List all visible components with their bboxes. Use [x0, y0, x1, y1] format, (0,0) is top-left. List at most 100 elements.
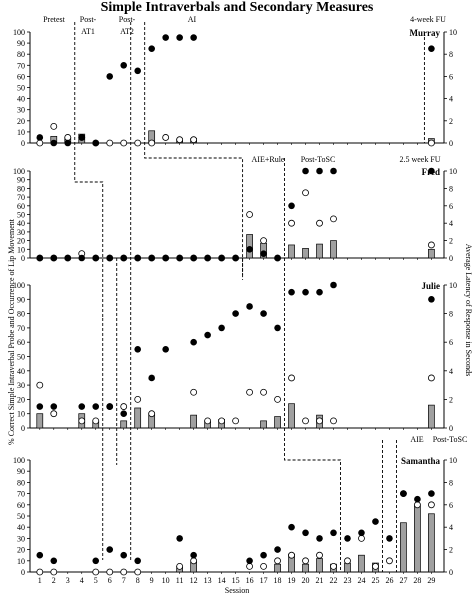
latency-point — [330, 215, 337, 223]
percent-correct-point — [400, 490, 407, 497]
latency-point — [302, 557, 309, 565]
x-tick-label: 25 — [371, 576, 379, 585]
percent-correct-point — [148, 374, 155, 382]
right-tick-label: 0 — [449, 139, 453, 148]
left-tick-label: 80 — [17, 310, 25, 319]
lip-movement-bar — [288, 403, 295, 429]
percent-correct-point — [372, 518, 379, 525]
latency-point — [36, 139, 44, 147]
phase-label: AT1 — [81, 27, 95, 36]
participant-label: Julie — [421, 281, 440, 291]
latency-point — [428, 374, 435, 382]
left-tick-label: 50 — [17, 211, 25, 220]
right-tick-label: 6 — [449, 202, 453, 211]
percent-correct-point — [260, 551, 267, 559]
right-tick-label: 10 — [449, 281, 457, 290]
percent-correct-point — [428, 490, 435, 497]
x-tick-label: 29 — [427, 576, 435, 585]
percent-correct-point — [274, 254, 281, 262]
x-tick-label: 17 — [260, 576, 268, 585]
latency-point — [274, 395, 281, 403]
left-tick-label: 50 — [17, 512, 25, 521]
latency-point — [106, 139, 114, 147]
lip-movement-bar — [344, 562, 351, 573]
latency-point — [386, 557, 393, 565]
percent-correct-point — [232, 254, 239, 262]
percent-correct-point — [78, 254, 86, 262]
right-tick-label: 0 — [449, 424, 453, 433]
percent-correct-point — [134, 557, 141, 565]
lip-movement-bar — [134, 407, 142, 429]
left-tick-label: 100 — [13, 456, 25, 465]
left-tick-label: 20 — [17, 117, 25, 126]
latency-point — [50, 410, 58, 418]
right-tick-label: 4 — [449, 523, 453, 532]
left-tick-label: 30 — [17, 534, 25, 543]
panel-murray: 0 10 20 30 40 50 60 70 80 90 100 0 2 4 6 8 10 Murray Prete… — [13, 15, 457, 148]
left-tick-label: 80 — [17, 478, 25, 487]
left-tick-label: 10 — [17, 128, 25, 137]
percent-correct-point — [176, 535, 183, 542]
latency-point — [176, 563, 184, 570]
x-tick-label: 12 — [190, 576, 198, 585]
percent-correct-point — [302, 167, 309, 175]
phase-label: Post- — [119, 15, 136, 24]
lip-movement-bar — [190, 414, 197, 429]
percent-correct-point — [246, 303, 253, 310]
latency-point — [134, 568, 142, 576]
percent-correct-point — [246, 557, 253, 565]
lip-movement-bar — [120, 420, 128, 429]
chart-title: Simple Intraverbals and Secondary Measur… — [100, 0, 374, 15]
x-tick-label: 5 — [94, 576, 98, 585]
right-tick-label: 8 — [449, 184, 453, 193]
left-tick-label: 60 — [17, 202, 25, 211]
phase-line-at1 — [74, 22, 104, 318]
lip-movement-bar — [288, 244, 295, 259]
y-axis-label-left: % Correct Simple Intraverbal Probe and O… — [7, 218, 16, 445]
latency-point — [120, 139, 128, 147]
lip-movement-bar — [414, 505, 421, 573]
percent-correct-point — [330, 529, 337, 537]
percent-correct-point — [50, 557, 58, 565]
x-tick-label: 20 — [302, 576, 310, 585]
percent-correct-point — [176, 254, 183, 262]
percent-correct-point — [274, 324, 281, 332]
lip-movement-bar — [302, 563, 309, 573]
percent-correct-point — [358, 529, 365, 537]
x-tick-label: 15 — [232, 576, 240, 585]
latency-point — [92, 568, 100, 576]
left-tick-label: 40 — [17, 219, 25, 228]
percent-correct-point — [106, 546, 114, 553]
x-tick-label: 24 — [357, 576, 365, 585]
latency-point — [330, 417, 337, 425]
latency-point — [302, 417, 309, 425]
percent-correct-point — [64, 254, 72, 262]
percent-correct-point — [260, 250, 267, 257]
percent-correct-point — [50, 254, 58, 262]
latency-point — [134, 139, 142, 147]
latency-point — [302, 189, 309, 197]
left-tick-label: 10 — [17, 245, 25, 254]
right-tick-label: 10 — [449, 28, 457, 37]
latency-point — [64, 134, 72, 141]
lip-movement-bar — [428, 404, 435, 429]
right-tick-label: 8 — [449, 310, 453, 319]
left-tick-label: 40 — [17, 367, 25, 376]
percent-correct-point — [386, 535, 393, 542]
x-tick-label: 10 — [162, 576, 170, 585]
percent-correct-point — [330, 167, 337, 175]
left-tick-label: 50 — [17, 353, 25, 362]
percent-correct-point — [428, 296, 435, 303]
x-tick-label: 9 — [150, 576, 154, 585]
percent-correct-point — [204, 254, 211, 262]
x-tick-label: 21 — [316, 576, 324, 585]
percent-correct-point — [148, 45, 155, 52]
left-tick-label: 10 — [17, 557, 25, 566]
percent-correct-point — [134, 254, 141, 262]
lip-movement-bar — [316, 243, 323, 259]
phase-label: Post-ToSC — [433, 435, 468, 444]
right-tick-label: 2 — [449, 237, 453, 246]
latency-point — [246, 388, 253, 396]
lip-movement-bar — [274, 563, 281, 573]
x-tick-label: 11 — [176, 576, 184, 585]
